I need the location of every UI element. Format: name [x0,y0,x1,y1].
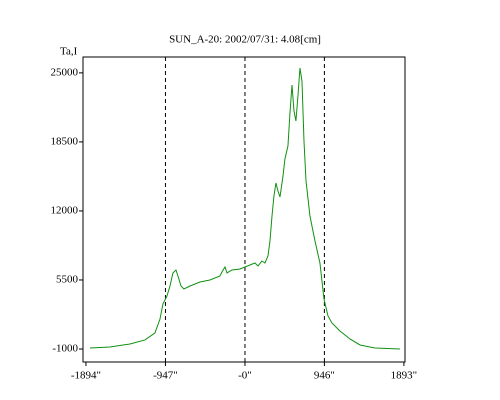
y-tick-label: 25000 [51,66,79,78]
x-tick-label: 1893" [391,370,418,382]
chart-title: SUN_A-20: 2002/07/31: 4.08[cm] [169,34,321,46]
y-axis-label: Ta,I [60,46,78,58]
x-tick-label: -947" [153,370,178,382]
y-tick-label: -1000 [52,343,78,355]
y-tick-label: 5500 [56,274,79,286]
plot-frame [82,56,406,363]
x-tick-label: 946" [314,370,335,382]
y-tick-label: 18500 [51,135,79,147]
x-tick-label: -0" [238,370,252,382]
data-line [89,67,400,350]
y-tick-label: 12000 [51,204,79,216]
x-tick-label: -1894" [71,370,101,382]
